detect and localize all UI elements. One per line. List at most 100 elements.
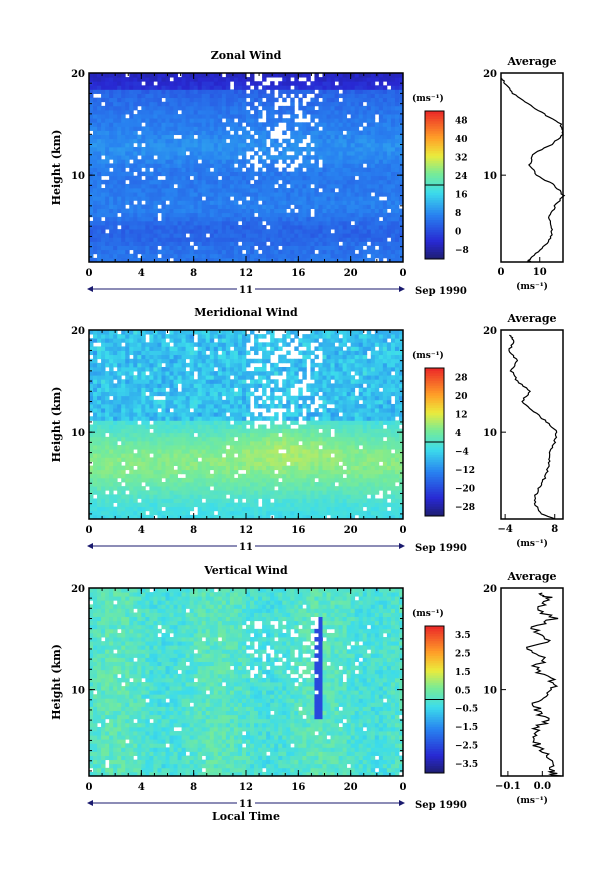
- heatmap-cell: [113, 477, 118, 483]
- heatmap-cell: [161, 379, 166, 384]
- heatmap-cell: [201, 142, 207, 148]
- heatmap-cell: [246, 171, 251, 177]
- heatmap-cell: [201, 445, 207, 450]
- heatmap-cell: [390, 225, 396, 230]
- heatmap-cell: [366, 114, 372, 119]
- heatmap-cell: [173, 358, 178, 364]
- heatmap-cell: [233, 192, 239, 197]
- heatmap-cell: [294, 167, 299, 173]
- colorbar-segment: [425, 135, 444, 139]
- heatmap-cell: [97, 498, 102, 503]
- heatmap-cell: [217, 436, 223, 442]
- heatmap-cell: [221, 114, 227, 119]
- heatmap-cell: [193, 138, 199, 144]
- heatmap-cell: [105, 130, 110, 136]
- heatmap-cell: [141, 237, 146, 242]
- heatmap-cell: [105, 375, 110, 380]
- heatmap-cell: [298, 245, 303, 251]
- heatmap-cell: [197, 81, 203, 86]
- heatmap-cell: [209, 514, 215, 520]
- heatmap-cell: [213, 428, 219, 434]
- heatmap-cell: [205, 354, 211, 360]
- heatmap-cell: [109, 229, 114, 234]
- heatmap-cell: [398, 151, 404, 156]
- heatmap-cell: [109, 469, 114, 475]
- heatmap-cell: [173, 445, 178, 450]
- heatmap-cell: [173, 130, 178, 136]
- heatmap-cell: [274, 118, 279, 123]
- heatmap-cell: [205, 379, 211, 384]
- heatmap-cell: [133, 461, 138, 466]
- heatmap-cell: [157, 440, 162, 446]
- heatmap-cell: [165, 105, 170, 111]
- heatmap-cell: [165, 183, 170, 189]
- heatmap-cell: [145, 428, 150, 434]
- heatmap-cell: [318, 109, 323, 115]
- heatmap-cell: [137, 89, 142, 94]
- colorbar-segment: [425, 254, 444, 258]
- heatmap-cell: [217, 159, 223, 164]
- heatmap-cell: [181, 330, 187, 335]
- heatmap-cell: [314, 212, 319, 218]
- heatmap-cell: [282, 220, 287, 226]
- heatmap-cell: [169, 486, 174, 491]
- heatmap-cell: [358, 163, 364, 168]
- heatmap-cell: [173, 412, 178, 417]
- day-label: 11: [239, 285, 253, 296]
- heatmap-cell: [165, 192, 170, 197]
- heatmap-cell: [89, 142, 94, 148]
- heatmap-cell: [233, 241, 239, 246]
- heatmap-cell: [382, 77, 388, 82]
- heatmap-cell: [394, 159, 400, 164]
- heatmap-cell: [177, 403, 182, 409]
- heatmap-cell: [394, 85, 400, 90]
- heatmap-cell: [181, 453, 187, 458]
- heatmap-cell: [173, 192, 178, 197]
- heatmap-cell: [378, 188, 384, 193]
- heatmap-cell: [189, 445, 195, 450]
- heatmap-cell: [181, 192, 187, 197]
- heatmap-cell: [173, 89, 178, 94]
- heatmap-cell: [209, 122, 215, 127]
- heatmap-cell: [354, 118, 360, 123]
- heatmap-cell: [213, 440, 219, 446]
- heatmap-cell: [370, 114, 376, 119]
- heatmap-cell: [169, 101, 174, 107]
- heatmap-cell: [169, 229, 174, 234]
- heatmap-cell: [89, 408, 94, 413]
- heatmap-cell: [314, 134, 319, 140]
- heatmap-cell: [93, 241, 98, 246]
- heatmap-cell: [193, 494, 199, 499]
- heatmap-cell: [181, 85, 187, 90]
- heatmap-cell: [205, 138, 211, 144]
- heatmap-cell: [197, 171, 203, 177]
- heatmap-cell: [246, 253, 251, 259]
- heatmap-cell: [205, 97, 211, 103]
- heatmap-cell: [330, 175, 335, 181]
- heatmap-cell: [93, 208, 98, 214]
- heatmap-cell: [93, 151, 98, 156]
- heatmap-cell: [113, 482, 118, 487]
- heatmap-cell: [169, 416, 174, 421]
- heatmap-cell: [358, 225, 364, 230]
- heatmap-cell: [105, 457, 110, 462]
- heatmap-cell: [217, 245, 223, 251]
- heatmap-cell: [117, 395, 122, 401]
- heatmap-cell: [326, 208, 331, 214]
- heatmap-cell: [258, 138, 263, 144]
- heatmap-cell: [109, 510, 114, 516]
- heatmap-cell: [338, 93, 344, 99]
- heatmap-cell: [386, 101, 392, 107]
- heatmap-cell: [93, 101, 98, 107]
- heatmap-cell: [394, 225, 400, 230]
- heatmap-cell: [109, 371, 114, 376]
- heatmap-cell: [97, 334, 102, 339]
- heatmap-cell: [205, 151, 211, 156]
- heatmap-cell: [121, 379, 126, 384]
- heatmap-cell: [189, 371, 195, 376]
- heatmap-cell: [137, 101, 142, 107]
- heatmap-cell: [217, 204, 223, 209]
- heatmap-cell: [278, 233, 283, 238]
- heatmap-cell: [282, 89, 287, 94]
- heatmap-cell: [205, 89, 211, 94]
